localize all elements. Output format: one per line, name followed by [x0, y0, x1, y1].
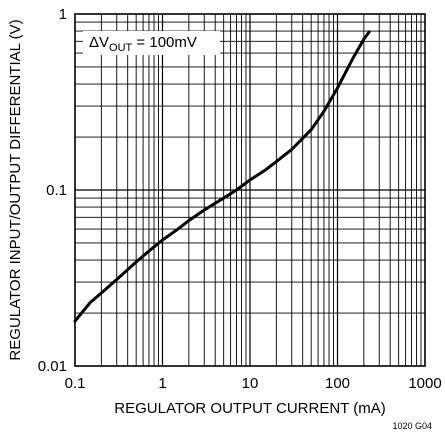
x-tick-label: 1 — [158, 375, 166, 392]
x-tick-labels: 0.1 1 10 100 1000 — [65, 375, 442, 392]
annotation-background — [83, 31, 220, 55]
y-tick-label: 1 — [59, 6, 67, 23]
y-tick-label: 0.01 — [38, 358, 67, 375]
x-axis-label: REGULATOR OUTPUT CURRENT (mA) — [114, 400, 385, 417]
annotation-delta: ΔV — [89, 34, 109, 51]
grid — [75, 14, 425, 366]
annotation-subscript: OUT — [109, 42, 133, 54]
figure-id: 1020 G04 — [392, 421, 432, 431]
x-tick-label: 10 — [242, 375, 259, 392]
x-tick-label: 0.1 — [65, 375, 86, 392]
annotation-delta-vout: ΔVOUT = 100mV — [89, 34, 197, 54]
x-tick-label: 100 — [325, 375, 350, 392]
series-line — [73, 30, 371, 323]
y-tick-labels: 0.01 0.1 1 — [38, 6, 67, 375]
annotation-rest: = 100mV — [132, 34, 197, 51]
plot-border — [74, 13, 426, 367]
y-axis-label: REGULATOR INPUT/OUTPUT DIFFERENTIAL (V) — [7, 19, 24, 360]
x-tick-label: 1000 — [408, 375, 441, 392]
y-tick-label: 0.1 — [46, 182, 67, 199]
